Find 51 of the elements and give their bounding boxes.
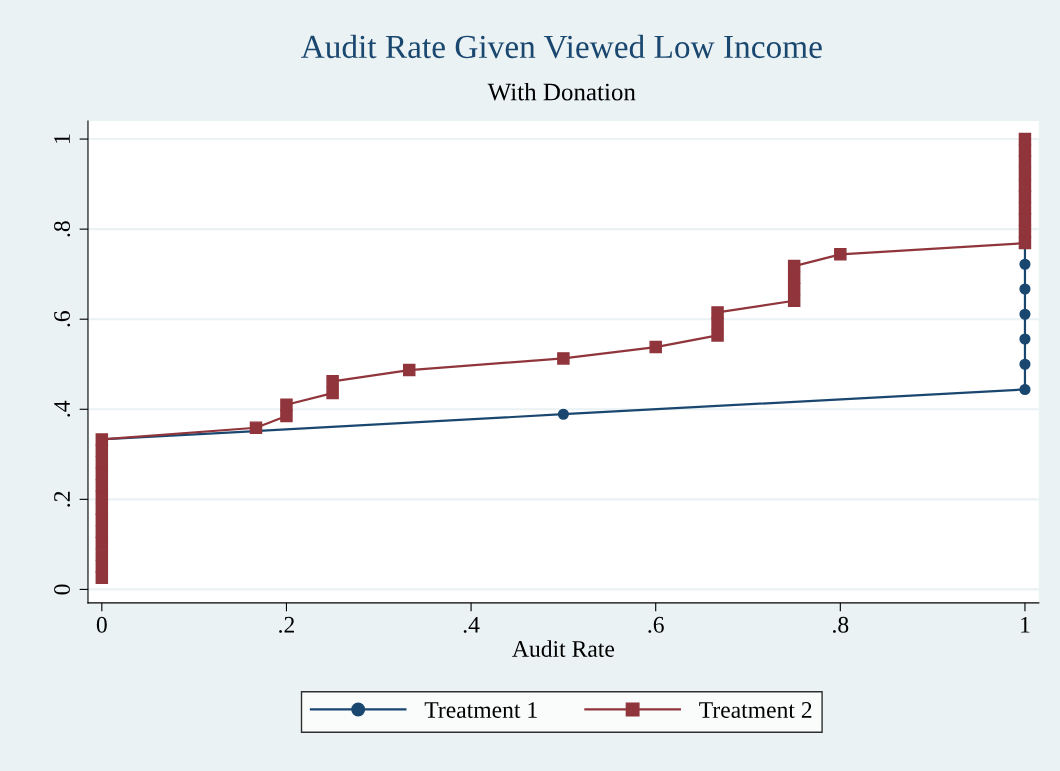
- legend-label: Treatment 1: [424, 702, 537, 718]
- y-tick-label: .2: [54, 491, 71, 507]
- y-tick-label: 1: [54, 134, 70, 143]
- x-tick-label: .8: [833, 616, 849, 633]
- point: [402, 363, 416, 377]
- point: [1018, 179, 1032, 192]
- point: [1019, 308, 1031, 320]
- point: [95, 560, 109, 573]
- point: [787, 259, 801, 273]
- chart-subtitle: With Donation: [487, 82, 636, 101]
- x-tick-label: 0: [96, 616, 107, 633]
- point: [557, 352, 570, 365]
- point: [1019, 283, 1031, 295]
- point: [95, 456, 109, 469]
- point: [326, 375, 339, 388]
- point: [95, 548, 109, 561]
- point: [787, 271, 801, 285]
- point: [280, 409, 293, 423]
- point: [787, 294, 801, 307]
- x-tick-label: 1: [1021, 616, 1030, 633]
- point: [1018, 132, 1032, 146]
- y-tick-label: .4: [54, 400, 71, 417]
- point: [1018, 202, 1032, 215]
- chart-title: Audit Rate Given Viewed Low Income: [300, 34, 822, 59]
- point: [711, 329, 724, 342]
- y-tick-label: .8: [54, 221, 71, 237]
- x-tick-label: .2: [279, 616, 294, 633]
- point: [1019, 333, 1031, 345]
- y-tick-label: .6: [54, 311, 71, 327]
- x-axis-title: Audit Rate: [512, 640, 615, 657]
- point: [95, 479, 109, 492]
- x-tick-label: .4: [463, 616, 480, 633]
- point: [834, 248, 847, 261]
- point: [280, 398, 293, 412]
- x-tick-label: .6: [648, 616, 664, 633]
- point: [711, 317, 724, 330]
- point: [557, 408, 569, 420]
- point: [95, 525, 109, 539]
- point: [711, 306, 724, 319]
- point: [95, 502, 109, 516]
- point: [249, 421, 263, 434]
- point: [1018, 167, 1032, 180]
- point: [326, 386, 339, 400]
- y-tick-label: 0: [54, 584, 70, 595]
- point: [1018, 144, 1032, 158]
- point: [649, 340, 662, 354]
- point: [1019, 383, 1031, 396]
- legend-label: Treatment 2: [699, 702, 812, 718]
- point: [1018, 225, 1032, 238]
- point: [1019, 358, 1031, 370]
- point: [1019, 258, 1031, 270]
